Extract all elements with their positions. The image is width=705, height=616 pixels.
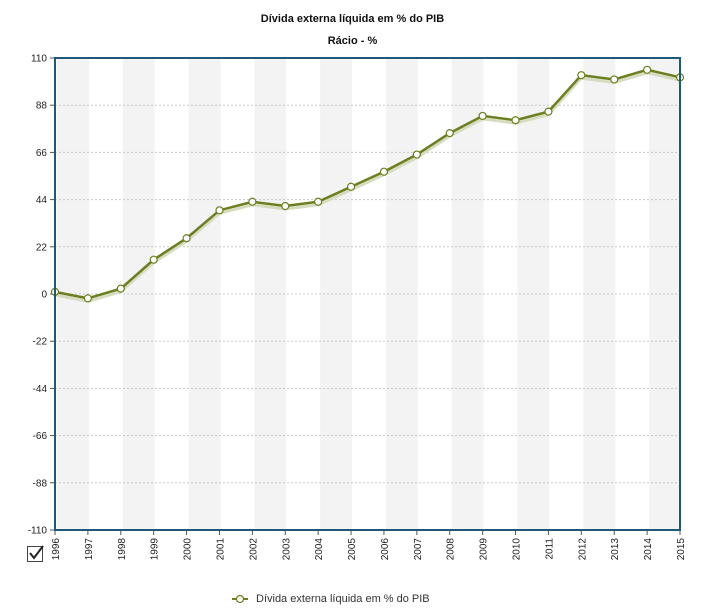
x-tick-label: 2015	[676, 538, 687, 561]
x-tick-label: 2011	[544, 538, 555, 560]
y-tick-label: 88	[36, 101, 48, 112]
x-tick-label: 2013	[610, 538, 621, 561]
data-point	[248, 197, 257, 206]
data-point	[281, 201, 290, 211]
data-point	[149, 255, 158, 264]
y-tick-label: -66	[33, 431, 48, 442]
chart-title: Dívida externa líquida em % do PIB	[260, 13, 445, 25]
x-tick-label: 2005	[347, 538, 358, 561]
data-point	[215, 206, 224, 215]
x-tick-label: 2001	[215, 538, 226, 561]
legend[interactable]: Dívida externa líquida em % do PIB	[232, 591, 430, 607]
y-axis-ticks: 110 88 66 44 22 0 -22 -44 -66 -88 -110	[28, 54, 48, 537]
data-point	[577, 71, 586, 80]
plot-frame	[54, 57, 681, 531]
data-point	[445, 128, 454, 138]
x-tick-label: 2002	[248, 538, 259, 561]
y-tick-label: -110	[28, 526, 48, 537]
data-point	[314, 197, 323, 206]
data-point	[610, 75, 619, 84]
data-point	[412, 150, 421, 159]
data-point	[643, 65, 652, 74]
y-tick-label: -22	[33, 337, 48, 348]
data-point	[83, 294, 92, 303]
x-tick-label: 2014	[643, 538, 654, 561]
series-line-shadow	[54, 71, 681, 303]
data-point	[478, 111, 487, 121]
x-tick-label: 2008	[446, 538, 457, 561]
legend-label: Dívida externa líquida em % do PIB	[256, 593, 430, 605]
series-layer	[50, 65, 685, 303]
legend-swatch	[232, 594, 248, 604]
y-tick-label: 66	[36, 148, 48, 159]
series-line	[54, 68, 681, 300]
x-tick-label: 1997	[84, 538, 95, 561]
x-tick-label: 2007	[413, 538, 424, 561]
x-tick-label: 1996	[51, 538, 62, 561]
data-point	[346, 182, 356, 191]
data-point	[511, 116, 520, 125]
x-tick-label: 1998	[117, 538, 128, 561]
y-tick-label: 22	[36, 242, 48, 253]
data-point	[116, 284, 125, 293]
x-tick-label: 2010	[512, 538, 523, 561]
x-tick-label: 2003	[281, 538, 292, 561]
x-tick-label: 2000	[183, 538, 194, 561]
x-tick-label: 2009	[479, 538, 490, 561]
select-checkbox[interactable]	[27, 545, 44, 562]
y-tick-label: 110	[31, 54, 47, 65]
chart-subtitle: Rácio - %	[327, 35, 378, 47]
x-tick-label: 2004	[314, 538, 325, 561]
y-tick-label: -88	[33, 478, 48, 489]
checkmark-icon	[29, 545, 44, 560]
y-tick-label: -44	[33, 384, 48, 395]
data-point	[544, 107, 553, 116]
data-point	[379, 167, 389, 176]
y-tick-label: 0	[41, 290, 47, 301]
y-tick-label: 44	[36, 195, 48, 206]
x-axis-ticks: 1996 1997 1998 1999 2000 2001 2002 2003 2004 2005…	[51, 530, 687, 560]
column-band	[385, 58, 418, 530]
data-point	[182, 234, 191, 243]
x-tick-label: 1999	[150, 538, 161, 561]
x-tick-label: 2012	[577, 538, 588, 561]
x-tick-label: 2006	[380, 538, 391, 561]
